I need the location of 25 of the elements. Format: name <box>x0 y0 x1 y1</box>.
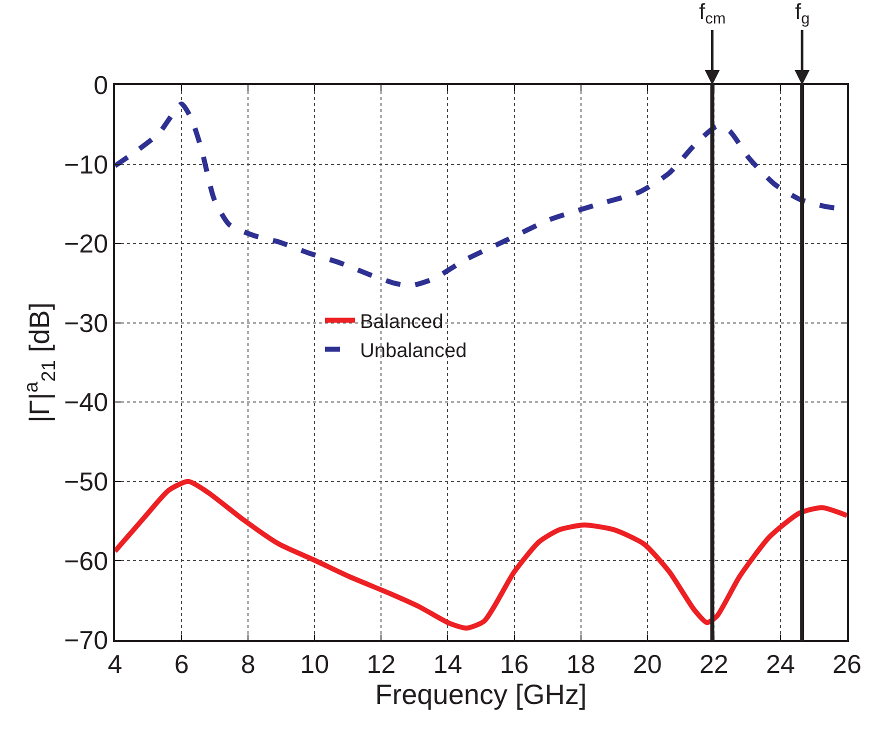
y-tick-label: −20 <box>64 228 108 259</box>
x-tick-label: 12 <box>366 648 396 679</box>
ref-line-label: f$_{cm}$ <box>699 0 726 28</box>
x-tick-label: 6 <box>174 648 189 679</box>
y-tick-label: −10 <box>64 149 108 180</box>
y-tick-label: −60 <box>64 546 108 576</box>
x-tick-label: 4 <box>108 648 122 679</box>
y-tick-label: 0 <box>94 70 108 100</box>
y-tick-label: −40 <box>64 387 108 418</box>
x-tick-label: 8 <box>240 648 256 679</box>
legend-label: Unbalanced <box>360 340 467 362</box>
x-tick-label: 16 <box>500 648 529 679</box>
x-tick-label: 24 <box>766 648 795 679</box>
x-tick-label: 22 <box>699 648 728 679</box>
x-tick-label: 18 <box>566 648 596 679</box>
legend-label: Balanced <box>360 311 444 334</box>
x-tick-label: 10 <box>300 648 330 679</box>
y-tick-label: −30 <box>64 308 108 338</box>
x-axis-title: Frequency [GHz] <box>375 678 587 710</box>
x-tick-label: 26 <box>832 648 862 679</box>
y-tick-label: −70 <box>64 625 108 656</box>
y-tick-label: −50 <box>64 466 108 497</box>
ref-line-label: f$_{g}$ <box>795 0 810 28</box>
x-tick-label: 20 <box>632 648 662 679</box>
x-tick-label: 14 <box>433 648 462 679</box>
